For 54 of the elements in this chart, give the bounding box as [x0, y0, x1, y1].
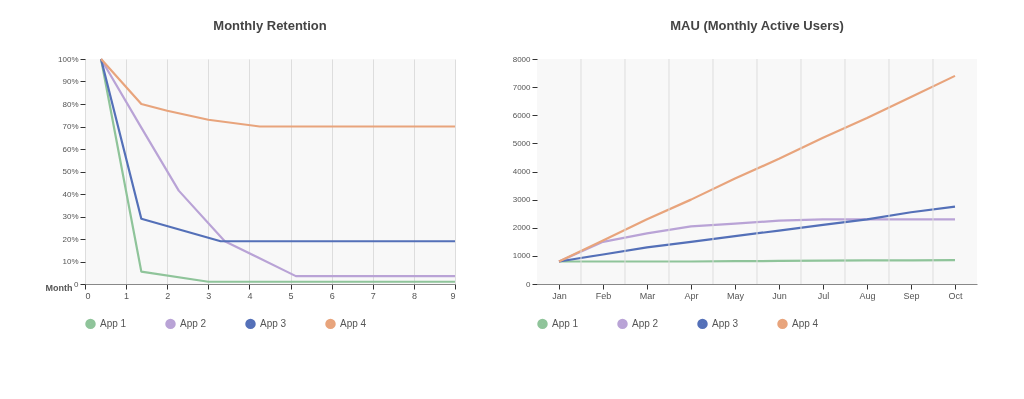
- y-tick-label: 4000: [512, 167, 532, 176]
- x-tick-label: Aug: [859, 290, 876, 301]
- y-tick-label: 40%: [62, 189, 79, 199]
- x-tick-label: Apr: [684, 290, 699, 301]
- y-tick-label: 20%: [62, 234, 79, 244]
- x-tick-label: 5: [288, 290, 294, 301]
- y-tick-label: 3000: [512, 195, 532, 205]
- x-tick-label: 1: [124, 290, 130, 301]
- y-tick-label: 5000: [512, 138, 532, 148]
- x-tick-label: 7: [370, 290, 376, 301]
- x-tick-label: Feb: [595, 290, 612, 301]
- y-tick-label: 10%: [62, 257, 79, 266]
- x-tick-label: 8: [411, 290, 417, 301]
- x-tick-label: 6: [329, 290, 335, 301]
- y-tick-label: 2000: [512, 223, 532, 233]
- y-tick-label: 70%: [62, 122, 79, 131]
- legend-label: App 2: [180, 317, 207, 329]
- line-series: [557, 74, 957, 263]
- legend-label: App 1: [552, 317, 579, 329]
- x-axis-title: Month: [45, 282, 73, 293]
- legend-label: App 4: [340, 317, 367, 329]
- x-tick-label: 9: [450, 290, 456, 301]
- y-tick-label: 30%: [62, 212, 79, 221]
- chart-title: MAU (Monthly Active Users): [670, 18, 844, 33]
- y-tick-label: 60%: [62, 144, 79, 154]
- line-series: [99, 57, 457, 128]
- y-tick-label: 1000: [512, 251, 532, 261]
- x-tick-label: 4: [247, 290, 253, 301]
- x-tick-label: Sep: [903, 290, 920, 301]
- y-tick-label: 0: [526, 279, 532, 289]
- x-tick-label: 0: [85, 290, 91, 301]
- legend-label: App 4: [792, 317, 819, 329]
- y-tick-label: 8000: [512, 54, 532, 64]
- line-series: [557, 205, 957, 263]
- legend-label: App 3: [712, 317, 739, 329]
- x-tick-label: Jun: [772, 290, 787, 301]
- chart-title: Monthly Retention: [213, 18, 327, 33]
- legend-label: App 3: [260, 317, 287, 329]
- x-tick-label: Oct: [948, 290, 963, 301]
- y-tick-label: 80%: [62, 99, 79, 109]
- x-tick-label: Jan: [552, 290, 567, 301]
- legend-label: App 1: [100, 317, 127, 329]
- y-tick-label: 0: [74, 279, 80, 289]
- y-tick-label: 100%: [58, 54, 79, 64]
- x-tick-label: Jul: [817, 290, 830, 301]
- y-tick-label: 6000: [512, 110, 532, 120]
- y-tick-label: 7000: [512, 82, 532, 92]
- x-tick-label: May: [726, 290, 745, 301]
- y-tick-label: 50%: [62, 167, 79, 176]
- y-tick-label: 90%: [62, 77, 79, 86]
- x-tick-label: Mar: [639, 290, 656, 301]
- x-tick-label: 3: [206, 290, 212, 301]
- x-tick-label: 2: [165, 290, 171, 301]
- legend-label: App 2: [632, 317, 659, 329]
